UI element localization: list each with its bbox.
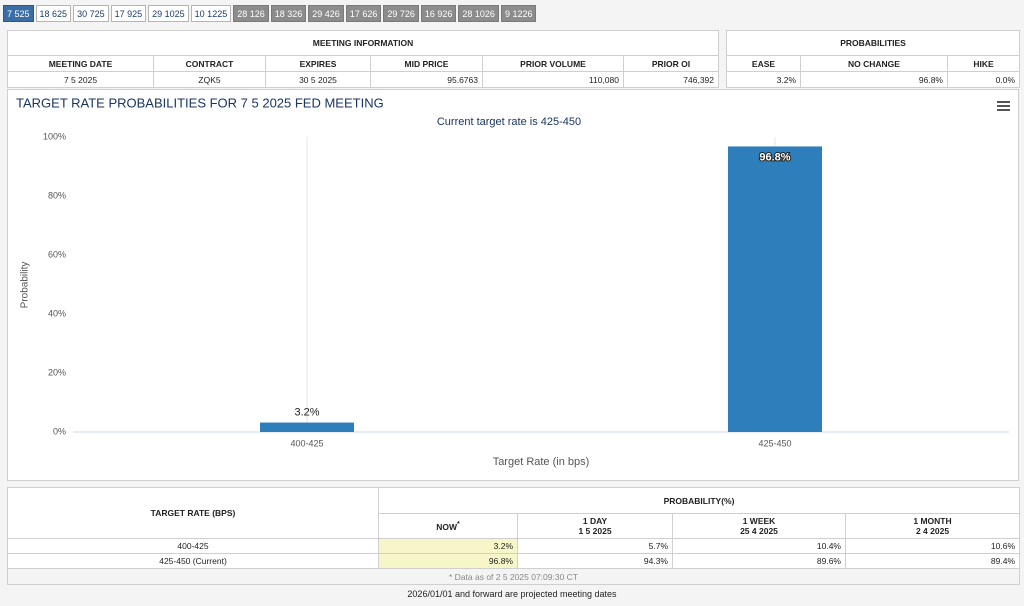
now-mark: *	[457, 520, 460, 529]
meeting-tab[interactable]: 9 1226	[500, 5, 537, 22]
value-label: 3.2%	[294, 406, 319, 418]
column-date: 25 4 2025	[740, 526, 778, 536]
column-header: 1 DAY 1 5 2025	[517, 513, 673, 539]
y-tick-label: 60%	[48, 249, 66, 259]
meeting-tab[interactable]: 28 1026	[458, 5, 499, 22]
column-header: PRIOR VOLUME	[482, 55, 624, 72]
cell: 3.2%	[378, 538, 518, 554]
y-tick-label: 100%	[43, 131, 66, 141]
menu-button[interactable]	[997, 101, 1010, 111]
meeting-tab[interactable]: 10 1225	[190, 5, 232, 22]
group-header: PROBABILITY(%)	[377, 487, 1021, 514]
meeting-tab[interactable]: 29 726	[383, 5, 419, 22]
y-tick-label: 0%	[53, 426, 66, 436]
chart-subtitle: Current target rate is 425-450	[437, 116, 581, 128]
x-tick-label: 425-450	[758, 438, 791, 448]
cell: 89.6%	[672, 553, 846, 569]
meeting-tabs: 7 525 18 625 30 725 17 925 29 1025 10 1225 28 …	[3, 5, 537, 22]
chart: TARGET RATE PROBABILITIES FOR 7 5 2025 F…	[16, 95, 1010, 468]
y-tick-label: 80%	[48, 190, 66, 200]
footer: 2026/01/01 and forward are projected mee…	[407, 589, 617, 599]
y-axis-title: Probability	[20, 262, 31, 309]
chart-title: TARGET RATE PROBABILITIES FOR 7 5 2025 F…	[16, 95, 384, 110]
cell: 89.4%	[844, 553, 1021, 569]
cell: 400-425	[7, 538, 379, 554]
meeting-tab[interactable]: 28 126	[233, 5, 269, 22]
table-title: PROBABILITIES	[725, 30, 1021, 56]
meeting-tab[interactable]: 18 625	[35, 5, 72, 22]
cell: 95.6763	[370, 71, 483, 88]
cell: 96.8%	[800, 71, 948, 88]
column-header: MEETING DATE	[7, 55, 154, 72]
column-date: 2 4 2025	[915, 526, 950, 536]
meeting-tab[interactable]: 17 925	[110, 5, 147, 22]
column-label: 1 MONTH	[913, 516, 952, 526]
cell: ZQK5	[153, 71, 266, 88]
cell: 3.2%	[726, 71, 801, 88]
meeting-tab[interactable]: 17 626	[345, 5, 382, 22]
cell: 96.8%	[378, 553, 518, 569]
column-date: 1 5 2025	[578, 526, 612, 536]
column-header: EXPIRES	[265, 55, 371, 72]
cell: 94.3%	[517, 553, 673, 569]
cell: 5.7%	[517, 538, 673, 554]
column-header: 1 MONTH 2 4 2025	[844, 513, 1021, 539]
now-label: NOW	[436, 521, 457, 532]
bar	[728, 146, 822, 432]
meeting-tab[interactable]: 30 725	[73, 5, 109, 22]
column-label: 1 DAY	[582, 516, 608, 526]
y-tick-label: 40%	[48, 308, 66, 318]
cell: 10.4%	[672, 538, 846, 554]
cell: 0.0%	[946, 71, 1021, 88]
cell: 7 5 2025	[7, 71, 154, 88]
column-header: PRIOR OI	[622, 55, 720, 72]
cell: 10.6%	[844, 538, 1021, 554]
cell: 30 5 2025	[265, 71, 371, 88]
column-header: NOW*	[378, 513, 518, 539]
y-tick-label: 20%	[48, 367, 66, 377]
column-header: CONTRACT	[153, 55, 266, 72]
meeting-tab[interactable]: 29 1025	[148, 5, 189, 22]
x-axis-title: Target Rate (in bps)	[493, 456, 590, 468]
column-header: 1 WEEK 25 4 2025	[672, 513, 846, 539]
meeting-tab[interactable]: 7 525	[3, 5, 34, 22]
value-label: 96.8%	[759, 151, 790, 163]
cell: 110,080	[482, 71, 624, 88]
row-header: TARGET RATE (BPS)	[7, 487, 379, 539]
cell: 425-450 (Current)	[7, 553, 379, 569]
meeting-tab[interactable]: 18 326	[270, 5, 307, 22]
column-header: EASE	[726, 55, 801, 72]
meeting-tab[interactable]: 29 426	[308, 5, 344, 22]
x-tick-label: 400-425	[290, 438, 323, 448]
note: * Data as of 2 5 2025 07:09:30 CT	[6, 568, 1021, 585]
column-header: NO CHANGE	[800, 55, 948, 72]
bar	[260, 422, 354, 432]
column-header: MID PRICE	[370, 55, 483, 72]
column-label: 1 WEEK	[742, 516, 776, 526]
meeting-tab[interactable]: 16 926	[420, 5, 457, 22]
cell: 746,392	[622, 71, 720, 88]
chart-panel: TARGET RATE PROBABILITIES FOR 7 5 2025 F…	[7, 89, 1019, 481]
table-title: MEETING INFORMATION	[6, 30, 720, 56]
column-header: HIKE	[946, 55, 1021, 72]
meeting-info-table: MEETING INFORMATION MEETING DATE CONTRAC…	[6, 30, 720, 88]
probabilities-table: PROBABILITIES EASE NO CHANGE HIKE 3.2% 9…	[725, 30, 1021, 88]
rate-table: TARGET RATE (BPS) PROBABILITY(%) NOW* 1 …	[6, 487, 1021, 585]
